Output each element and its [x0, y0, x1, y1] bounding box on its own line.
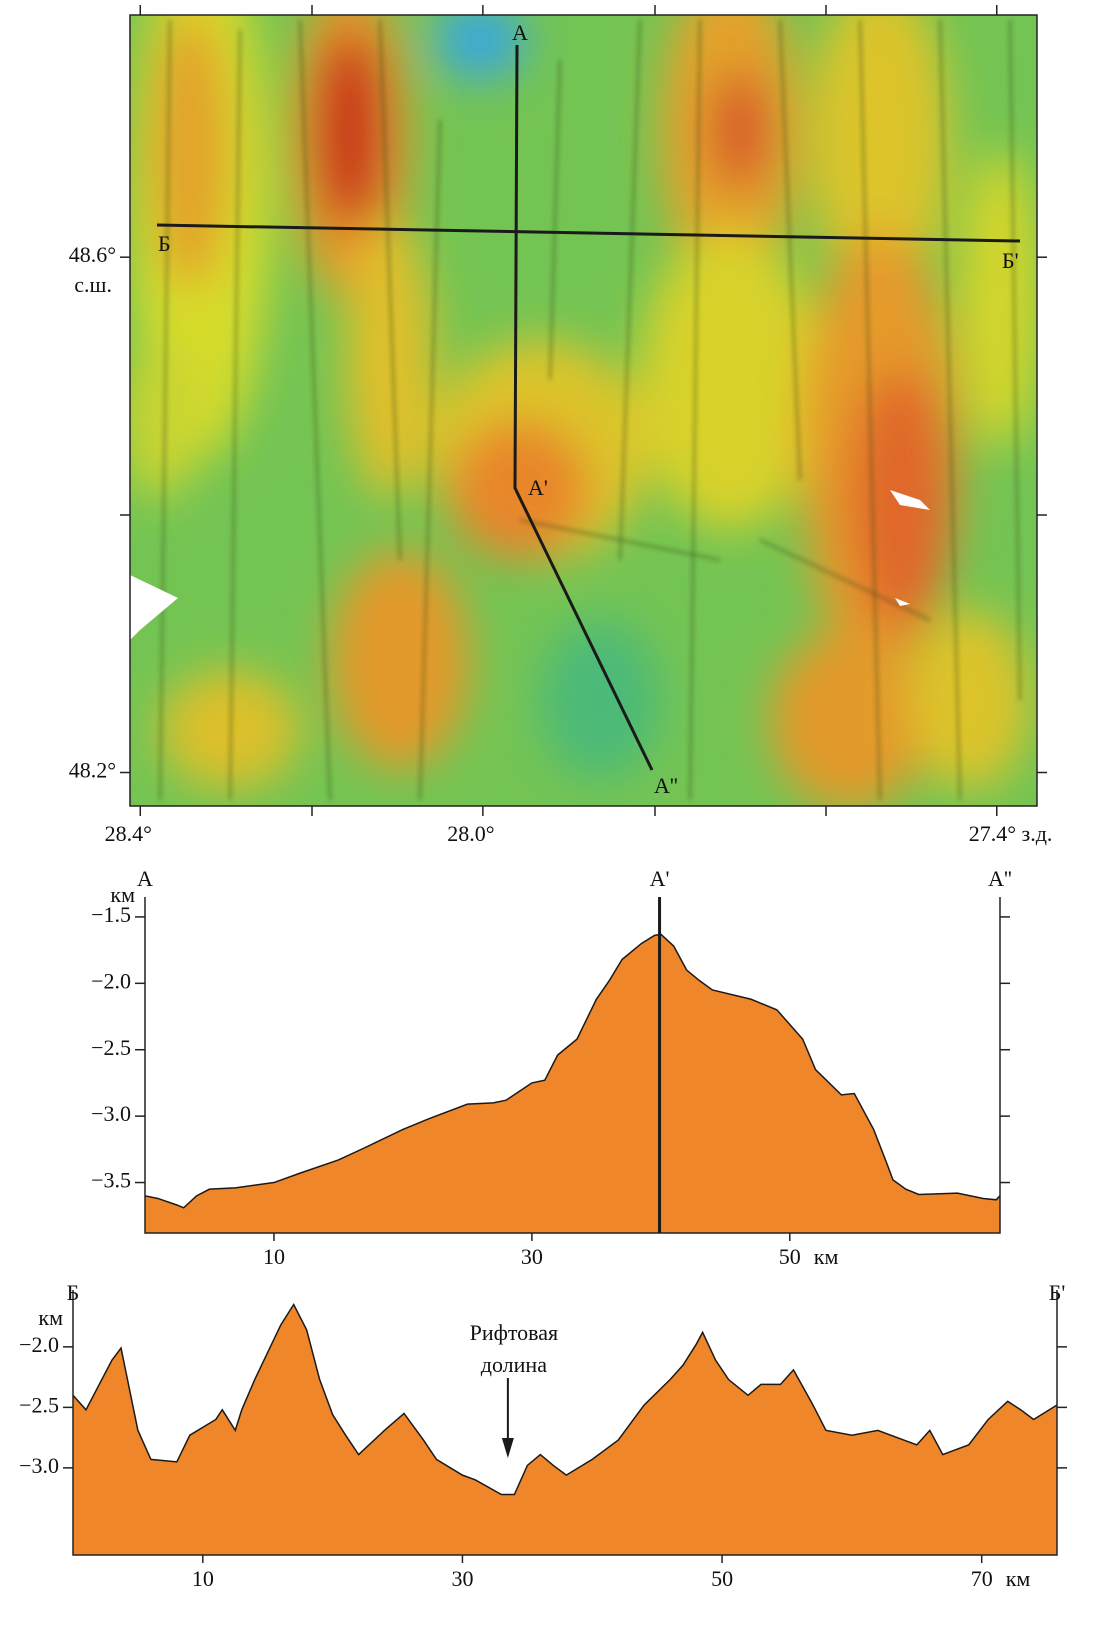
x-tick-label: 30 — [451, 1566, 473, 1591]
annotation: Рифтовая — [470, 1320, 559, 1345]
annotation: долина — [481, 1352, 547, 1377]
start-label: Б — [67, 1280, 80, 1305]
profile-line — [144, 933, 1001, 1209]
profile-line — [72, 1303, 1058, 1496]
map-frame — [129, 14, 1038, 807]
end-label: Б' — [1049, 1280, 1066, 1305]
end-label: А'' — [988, 866, 1012, 891]
y-tick-label: −2.5 — [91, 1035, 131, 1060]
y-tick-label: −3.5 — [91, 1168, 131, 1193]
y-tick-label: −2.0 — [91, 968, 131, 993]
y-tick-label: −2.0 — [19, 1332, 59, 1357]
x-tick-label: 70 — [971, 1566, 993, 1591]
y-tick-label: −1.5 — [91, 902, 131, 927]
x-tick-label: 10 — [263, 1244, 285, 1269]
map-minor-ticks — [120, 5, 1047, 816]
y-tick-label: −3.0 — [91, 1101, 131, 1126]
y-tick-label: 48.6° — [69, 242, 116, 267]
x-unit: км — [1006, 1566, 1031, 1591]
profile-lines — [156, 44, 1021, 771]
y-unit: км — [110, 882, 135, 907]
profile-area — [73, 1304, 1057, 1555]
y-unit: км — [38, 1305, 63, 1330]
profile-label: А — [512, 20, 528, 45]
profile-label: А'' — [654, 773, 678, 798]
profile-area — [145, 934, 1000, 1233]
relief-map — [130, 15, 1037, 806]
annotation-arrowhead — [501, 1438, 514, 1458]
x-tick-label: 50 — [711, 1566, 733, 1591]
x-unit: км — [814, 1244, 839, 1269]
y-axis-label: с.ш. — [74, 272, 112, 297]
marker-label: А' — [650, 866, 670, 891]
profile-label: Б — [158, 231, 171, 256]
y-tick-label: −2.5 — [19, 1392, 59, 1417]
x-tick-label: 30 — [521, 1244, 543, 1269]
axes — [144, 897, 1001, 1234]
x-tick-label: 28.0° — [447, 821, 494, 846]
axes — [72, 1290, 1058, 1556]
start-label: А — [137, 866, 153, 891]
x-tick-label: 10 — [192, 1566, 214, 1591]
x-tick-label: 27.4° з.д. — [969, 821, 1053, 846]
x-tick-label: 28.4° — [105, 821, 152, 846]
y-tick-label: −3.0 — [19, 1453, 59, 1478]
profile-label: А' — [528, 475, 548, 500]
x-tick-label: 50 — [779, 1244, 801, 1269]
profile-label: Б' — [1002, 248, 1019, 273]
y-tick-label: 48.2° — [69, 758, 116, 783]
